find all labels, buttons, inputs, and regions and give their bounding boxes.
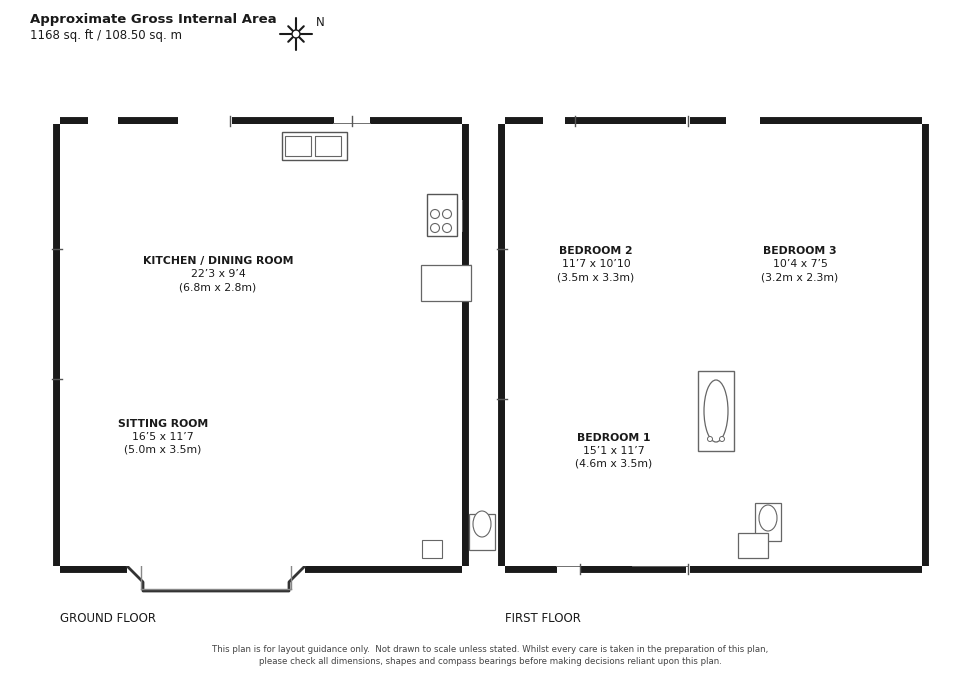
Text: 22’3 x 9’4: 22’3 x 9’4 bbox=[191, 269, 245, 279]
Text: 16’5 x 11’7: 16’5 x 11’7 bbox=[132, 432, 194, 442]
Text: (3.5m x 3.3m): (3.5m x 3.3m) bbox=[558, 272, 635, 282]
Text: (3.2m x 2.3m): (3.2m x 2.3m) bbox=[761, 272, 839, 282]
Text: FIRST FLOOR: FIRST FLOOR bbox=[505, 612, 581, 624]
Text: BEDROOM 1: BEDROOM 1 bbox=[577, 433, 651, 443]
Text: (6.8m x 2.8m): (6.8m x 2.8m) bbox=[179, 282, 257, 292]
Text: 10’4 x 7’5: 10’4 x 7’5 bbox=[772, 259, 827, 269]
Text: (4.6m x 3.5m): (4.6m x 3.5m) bbox=[575, 459, 653, 469]
Text: Approximate Gross Internal Area: Approximate Gross Internal Area bbox=[30, 13, 276, 26]
Bar bbox=[282, 132, 347, 160]
Bar bbox=[698, 371, 734, 451]
Circle shape bbox=[719, 436, 724, 442]
Text: (5.0m x 3.5m): (5.0m x 3.5m) bbox=[124, 445, 202, 455]
Circle shape bbox=[430, 224, 439, 233]
Circle shape bbox=[443, 210, 452, 219]
Bar bbox=[505, 124, 922, 566]
Text: This plan is for layout guidance only.  Not drawn to scale unless stated. Whilst: This plan is for layout guidance only. N… bbox=[212, 644, 768, 654]
Bar bbox=[60, 124, 462, 566]
Ellipse shape bbox=[473, 511, 491, 537]
Text: N: N bbox=[316, 15, 324, 29]
Bar bbox=[427, 194, 457, 236]
Text: 11’7 x 10’10: 11’7 x 10’10 bbox=[562, 259, 630, 269]
Text: please check all dimensions, shapes and compass bearings before making decisions: please check all dimensions, shapes and … bbox=[259, 658, 721, 667]
Text: KITCHEN / DINING ROOM: KITCHEN / DINING ROOM bbox=[143, 256, 293, 266]
Text: 15’1 x 11’7: 15’1 x 11’7 bbox=[583, 446, 645, 456]
Bar bbox=[421, 265, 471, 301]
Text: GROUND FLOOR: GROUND FLOOR bbox=[60, 612, 156, 624]
Text: 1168 sq. ft / 108.50 sq. m: 1168 sq. ft / 108.50 sq. m bbox=[30, 29, 182, 42]
Bar bbox=[315, 136, 341, 156]
Ellipse shape bbox=[759, 505, 777, 531]
Bar bbox=[738, 533, 768, 558]
Circle shape bbox=[765, 423, 801, 459]
Bar bbox=[469, 514, 495, 550]
Circle shape bbox=[443, 224, 452, 233]
Bar bbox=[422, 540, 442, 558]
Bar bbox=[755, 503, 781, 541]
Circle shape bbox=[430, 210, 439, 219]
Text: SITTING ROOM: SITTING ROOM bbox=[118, 419, 208, 429]
Text: BEDROOM 2: BEDROOM 2 bbox=[560, 246, 633, 256]
Bar bbox=[285, 136, 311, 156]
Ellipse shape bbox=[704, 380, 728, 442]
Circle shape bbox=[708, 436, 712, 442]
Text: BEDROOM 3: BEDROOM 3 bbox=[763, 246, 837, 256]
Circle shape bbox=[292, 30, 300, 38]
